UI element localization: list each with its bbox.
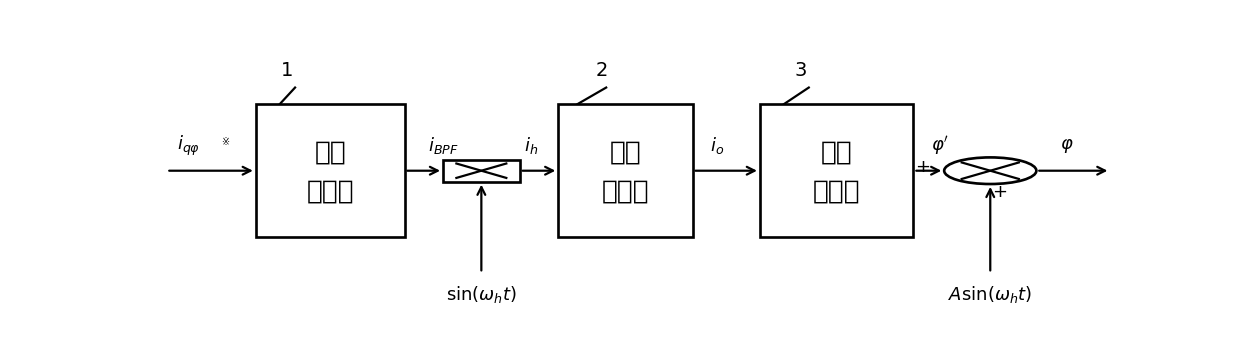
- Text: $\varphi'$: $\varphi'$: [932, 134, 949, 157]
- Text: 3: 3: [795, 62, 808, 80]
- Text: 2: 2: [595, 62, 607, 80]
- Circle shape: [944, 157, 1036, 184]
- Bar: [444, 159, 520, 182]
- Text: $A\sin(\omega_h t)$: $A\sin(\omega_h t)$: [948, 284, 1032, 305]
- Text: +: +: [916, 158, 930, 176]
- Bar: [255, 104, 404, 237]
- Text: $\sin(\omega_h t)$: $\sin(\omega_h t)$: [446, 284, 517, 305]
- Text: +: +: [992, 183, 1007, 201]
- Text: $i_{q\varphi}$: $i_{q\varphi}$: [177, 134, 199, 158]
- Text: ※: ※: [221, 136, 229, 147]
- Text: 积分: 积分: [820, 140, 852, 166]
- Text: $i_{BPF}$: $i_{BPF}$: [427, 135, 458, 156]
- Text: 低通: 低通: [610, 140, 642, 166]
- Bar: [760, 104, 913, 237]
- Text: $i_h$: $i_h$: [524, 135, 539, 156]
- Text: $i_o$: $i_o$: [710, 135, 724, 156]
- Text: 调节器: 调节器: [813, 179, 860, 204]
- Text: $\varphi$: $\varphi$: [1061, 137, 1074, 155]
- Text: 滤波器: 滤波器: [306, 179, 354, 204]
- Text: 带通: 带通: [315, 140, 346, 166]
- Bar: [558, 104, 693, 237]
- Text: 1: 1: [281, 62, 294, 80]
- Text: 滤波器: 滤波器: [602, 179, 649, 204]
